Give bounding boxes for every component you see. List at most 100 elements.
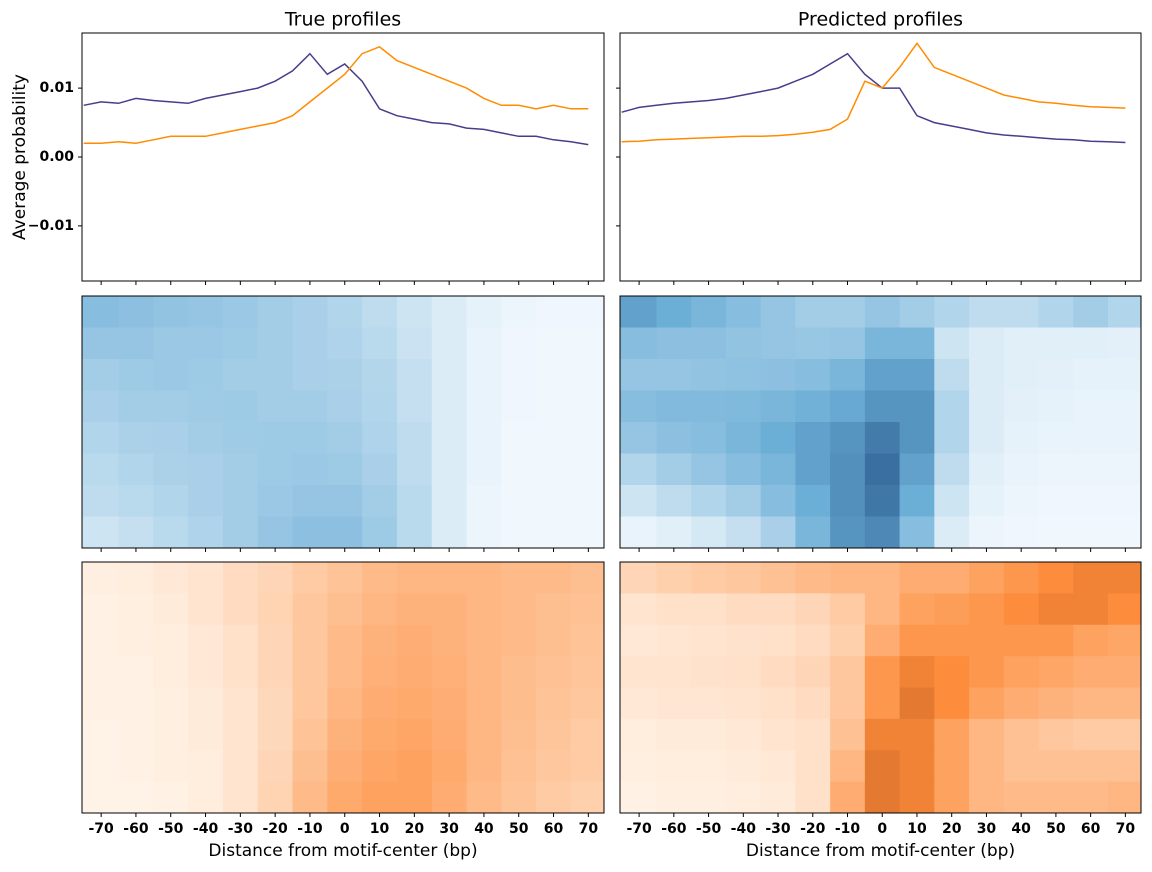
heat-cell — [795, 390, 831, 423]
heat-cell — [570, 656, 605, 688]
heat-cell — [188, 296, 224, 328]
heat-cell — [501, 390, 537, 423]
heat-cell — [830, 687, 866, 720]
heat-cell — [257, 750, 294, 783]
heat-cell — [1003, 359, 1040, 391]
x-tick-label: -70 — [88, 821, 114, 837]
heat-cell — [899, 750, 935, 783]
heat-cell — [327, 453, 363, 486]
heat-cell — [620, 327, 657, 360]
heat-cell — [656, 624, 692, 657]
heat-cell — [292, 453, 328, 486]
heat-cell — [570, 593, 605, 626]
heat-cell — [536, 624, 572, 657]
heat-cell — [864, 593, 901, 626]
heat-cell — [466, 624, 502, 657]
heat-cell — [257, 327, 294, 360]
heat-cell — [934, 718, 970, 751]
heat-cell — [501, 718, 537, 751]
heat-cell — [656, 359, 692, 391]
heat-cell — [82, 485, 120, 517]
heat-cell — [362, 485, 398, 517]
heat-cell — [969, 687, 1005, 720]
heat-cell — [466, 750, 502, 783]
heat-cell — [864, 296, 901, 328]
heat-cell — [570, 718, 605, 751]
heat-cell — [501, 296, 537, 328]
heat-cell — [934, 593, 970, 626]
heat-cell — [82, 656, 120, 688]
heat-cell — [1003, 750, 1040, 783]
heat-cell — [501, 624, 537, 657]
heat-cell — [362, 359, 398, 391]
heat-cell — [396, 562, 433, 594]
heat-cell — [153, 593, 189, 626]
heat-cell — [1038, 516, 1074, 549]
heat-cell — [1073, 453, 1109, 486]
heat-cell — [864, 750, 901, 783]
heat-cell — [501, 516, 537, 549]
heat-cell — [466, 485, 502, 517]
heat-cell — [620, 781, 657, 814]
heat-cell — [1108, 327, 1142, 360]
heat-cell — [760, 718, 796, 751]
heat-cell — [1073, 327, 1109, 360]
heat-cell — [795, 687, 831, 720]
heat-cell — [362, 562, 398, 594]
heat-cell — [830, 562, 866, 594]
heat-cell — [620, 656, 657, 688]
heat-cell — [396, 516, 433, 549]
heat-cell — [691, 687, 727, 720]
heat-cell — [466, 687, 502, 720]
heat-cell — [222, 624, 259, 657]
y-tick-label: 0.00 — [39, 149, 74, 165]
heat-cell — [691, 718, 727, 751]
heat-cell — [327, 296, 363, 328]
heat-cell — [570, 516, 605, 549]
x-tick-label: -50 — [158, 821, 184, 837]
heat-cell — [327, 327, 363, 360]
heat-cell — [222, 485, 259, 517]
heat-cell — [864, 453, 901, 486]
heat-cell — [934, 327, 970, 360]
heat-cell — [620, 718, 657, 751]
heat-cell — [327, 624, 363, 657]
heat-cell — [396, 656, 433, 688]
heat-cell — [620, 296, 657, 328]
heat-cell — [153, 359, 189, 391]
heat-cell — [760, 593, 796, 626]
heat-cell — [118, 781, 154, 814]
heat-cell — [153, 327, 189, 360]
heat-cell — [327, 516, 363, 549]
heat-cell — [969, 422, 1005, 454]
heat-cell — [760, 485, 796, 517]
heat-cell — [222, 593, 259, 626]
heat-cell — [1108, 656, 1142, 688]
line-series — [83, 52, 589, 146]
heat-cell — [1038, 750, 1074, 783]
heat-cell — [396, 296, 433, 328]
heat-cell — [934, 296, 970, 328]
y-axis-label: Average probability — [10, 74, 30, 240]
heat-cell — [362, 750, 398, 783]
panel-frame — [619, 32, 1142, 282]
panel-frame — [619, 561, 1142, 814]
heat-cell — [570, 750, 605, 783]
heat-cell — [82, 562, 120, 594]
heat-cell — [257, 718, 294, 751]
heat-cell — [760, 687, 796, 720]
heat-cell — [466, 327, 502, 360]
heat-cell — [864, 562, 901, 594]
heat-cell — [1108, 781, 1142, 814]
heat-cell — [830, 593, 866, 626]
heat-cell — [292, 687, 328, 720]
heat-cell — [1073, 422, 1109, 454]
heat-cell — [1038, 485, 1074, 517]
heat-cell — [795, 750, 831, 783]
heat-cell — [725, 750, 762, 783]
heat-cell — [327, 656, 363, 688]
panel-frame — [81, 295, 605, 549]
heat-cell — [501, 656, 537, 688]
heat-cell — [725, 593, 762, 626]
